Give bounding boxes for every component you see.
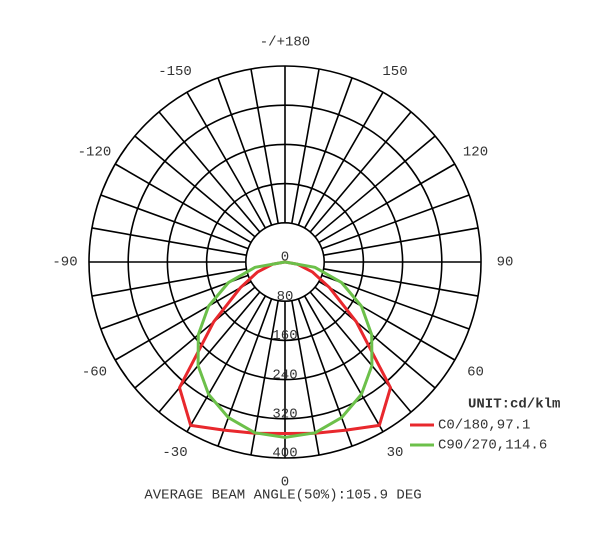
r-tick-label: 320 [272, 407, 297, 423]
r-tick-label: 0 [281, 250, 289, 266]
r-tick-label: 80 [277, 289, 294, 305]
angle-tick-label: -150 [158, 64, 192, 80]
r-tick-label: 400 [272, 446, 297, 462]
angle-tick-label: 30 [387, 445, 404, 461]
angle-tick-label: -90 [52, 255, 77, 271]
legend-label: C90/270,114.6 [438, 438, 547, 454]
angle-tick-label: 0 [281, 475, 289, 491]
ring [205, 182, 365, 342]
angle-tick-label: -120 [78, 145, 112, 161]
angle-tick-label: 90 [497, 255, 514, 271]
ring [166, 143, 404, 381]
ring [245, 222, 326, 303]
annotation: AVERAGE BEAM ANGLE(50%):105.9 DEG [144, 488, 421, 504]
legend-label: C0/180,97.1 [438, 418, 530, 434]
angle-tick-label: -60 [82, 365, 107, 381]
curve [196, 260, 374, 439]
curve [178, 260, 392, 435]
angle-tick-label: 120 [463, 145, 488, 161]
angle-tick-label: -30 [162, 445, 187, 461]
ring [127, 104, 443, 420]
angle-tick-label: 60 [467, 365, 484, 381]
r-tick-label: 240 [272, 367, 297, 383]
angle-tick-label: -/+180 [260, 35, 310, 51]
angle-tick-label: 150 [382, 64, 407, 80]
r-tick-label: 160 [272, 328, 297, 344]
ring [88, 65, 482, 459]
unit-label: UNIT:cd/klm [468, 397, 560, 413]
